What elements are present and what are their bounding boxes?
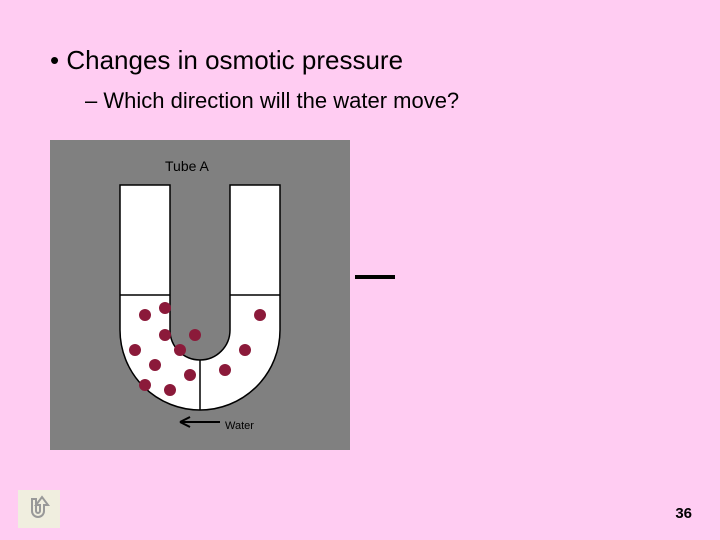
page-number: 36 xyxy=(675,505,692,522)
main-bullet: Changes in osmotic pressure xyxy=(50,45,403,76)
tube-a-label: Tube A xyxy=(165,158,209,174)
water-label: Water xyxy=(225,420,254,432)
sub-bullet: Which direction will the water move? xyxy=(85,88,459,114)
back-nav-button[interactable] xyxy=(18,490,60,528)
side-marker-line xyxy=(355,275,395,279)
osmosis-diagram: Tube A Water xyxy=(50,140,350,450)
u-tube-svg xyxy=(50,140,350,450)
u-turn-icon xyxy=(24,495,54,523)
